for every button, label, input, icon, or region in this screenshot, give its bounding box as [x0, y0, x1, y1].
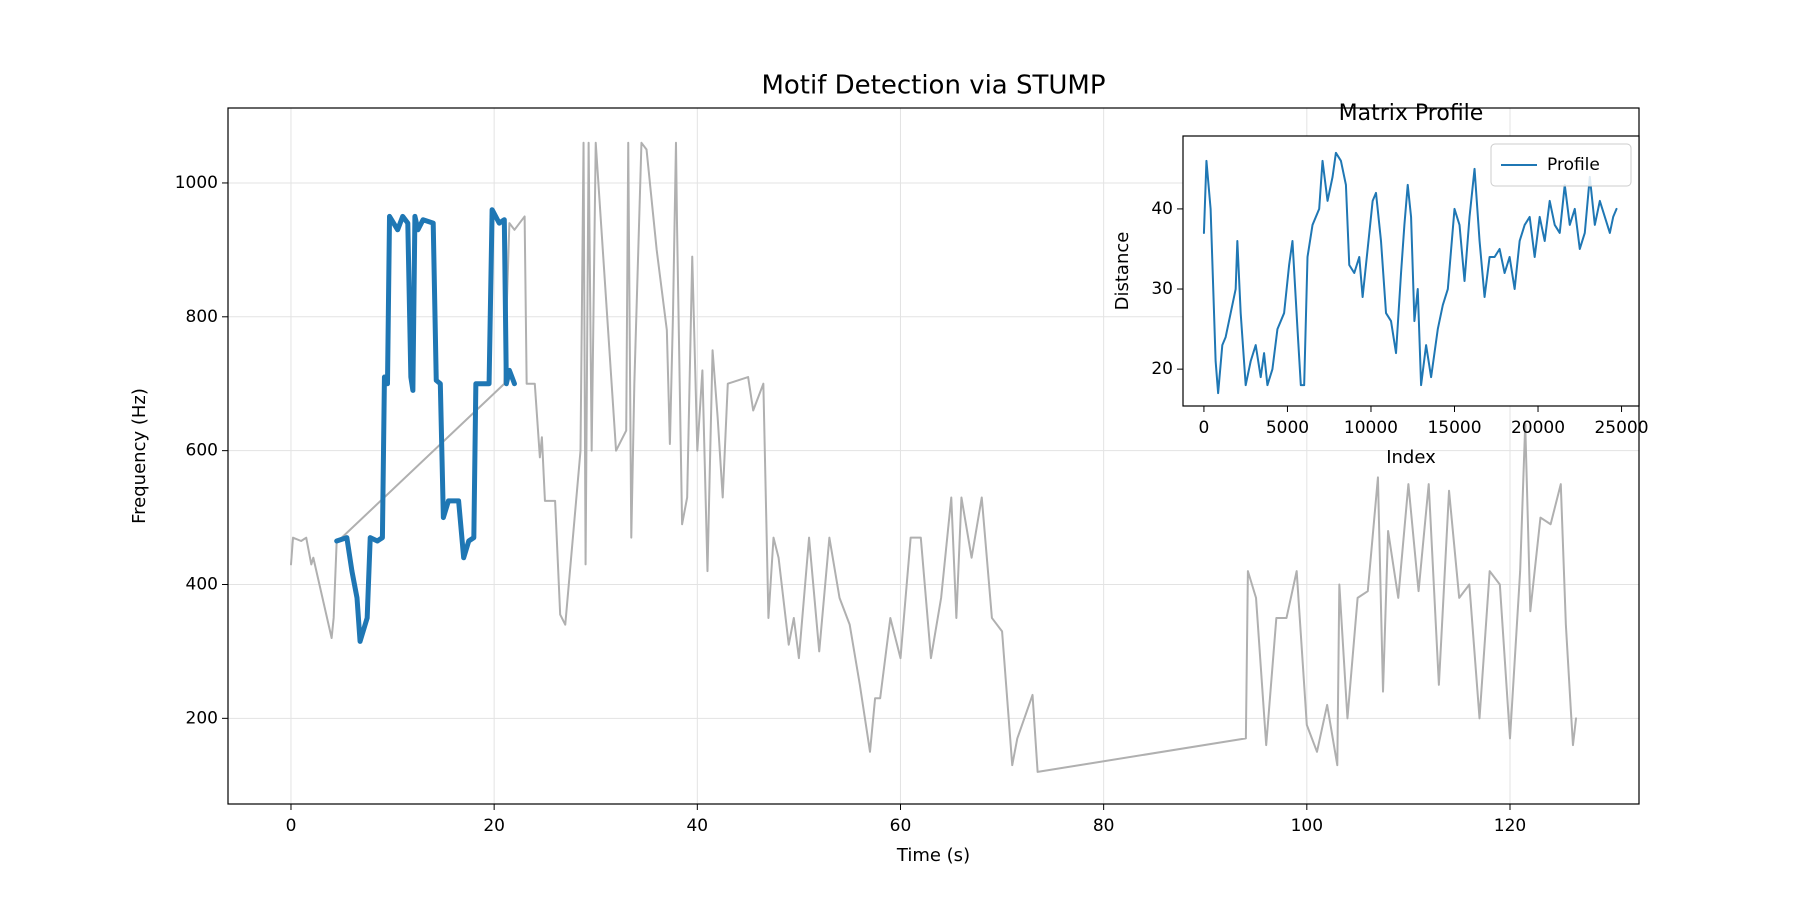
series-line: [334, 207, 517, 644]
x-tick-label: 25000: [1594, 418, 1648, 438]
x-tick-label: 0: [286, 816, 297, 836]
x-axis-label: Index: [1386, 447, 1436, 468]
y-tick-label: 800: [186, 307, 218, 327]
x-tick-label: 10000: [1344, 418, 1398, 438]
x-tick-label: 80: [1093, 816, 1115, 836]
y-tick-label: 600: [186, 441, 218, 461]
y-tick-label: 200: [186, 708, 218, 728]
x-tick-label: 5000: [1266, 418, 1309, 438]
axes-frame: [1182, 135, 1640, 407]
plot-lines: [1202, 151, 1618, 395]
legend-label: Profile: [1547, 155, 1600, 175]
y-tick-label: 400: [186, 574, 218, 594]
axes-frame: [227, 107, 1640, 805]
y-tick-label: 30: [1151, 279, 1173, 299]
plot-lines: [289, 141, 1578, 773]
x-tick-label: 20000: [1511, 418, 1565, 438]
y-tick-label: 1000: [175, 173, 218, 193]
chart-title: Matrix Profile: [1339, 101, 1484, 126]
legend-box: [1490, 143, 1632, 187]
x-axis-label: Time (s): [896, 845, 970, 866]
y-axis-label: Distance: [1112, 232, 1133, 311]
series-line: [289, 141, 1578, 773]
y-tick-label: 40: [1151, 199, 1173, 219]
chart-title: Motif Detection via STUMP: [761, 71, 1105, 101]
x-tick-label: 100: [1291, 816, 1323, 836]
x-tick-label: 15000: [1427, 418, 1481, 438]
x-tick-label: 40: [686, 816, 708, 836]
x-tick-label: 0: [1199, 418, 1210, 438]
x-tick-label: 60: [890, 816, 912, 836]
series-line: [1202, 151, 1618, 395]
x-tick-label: 20: [483, 816, 505, 836]
y-tick-label: 20: [1151, 359, 1173, 379]
y-axis-label: Frequency (Hz): [129, 388, 150, 524]
x-tick-label: 120: [1494, 816, 1526, 836]
